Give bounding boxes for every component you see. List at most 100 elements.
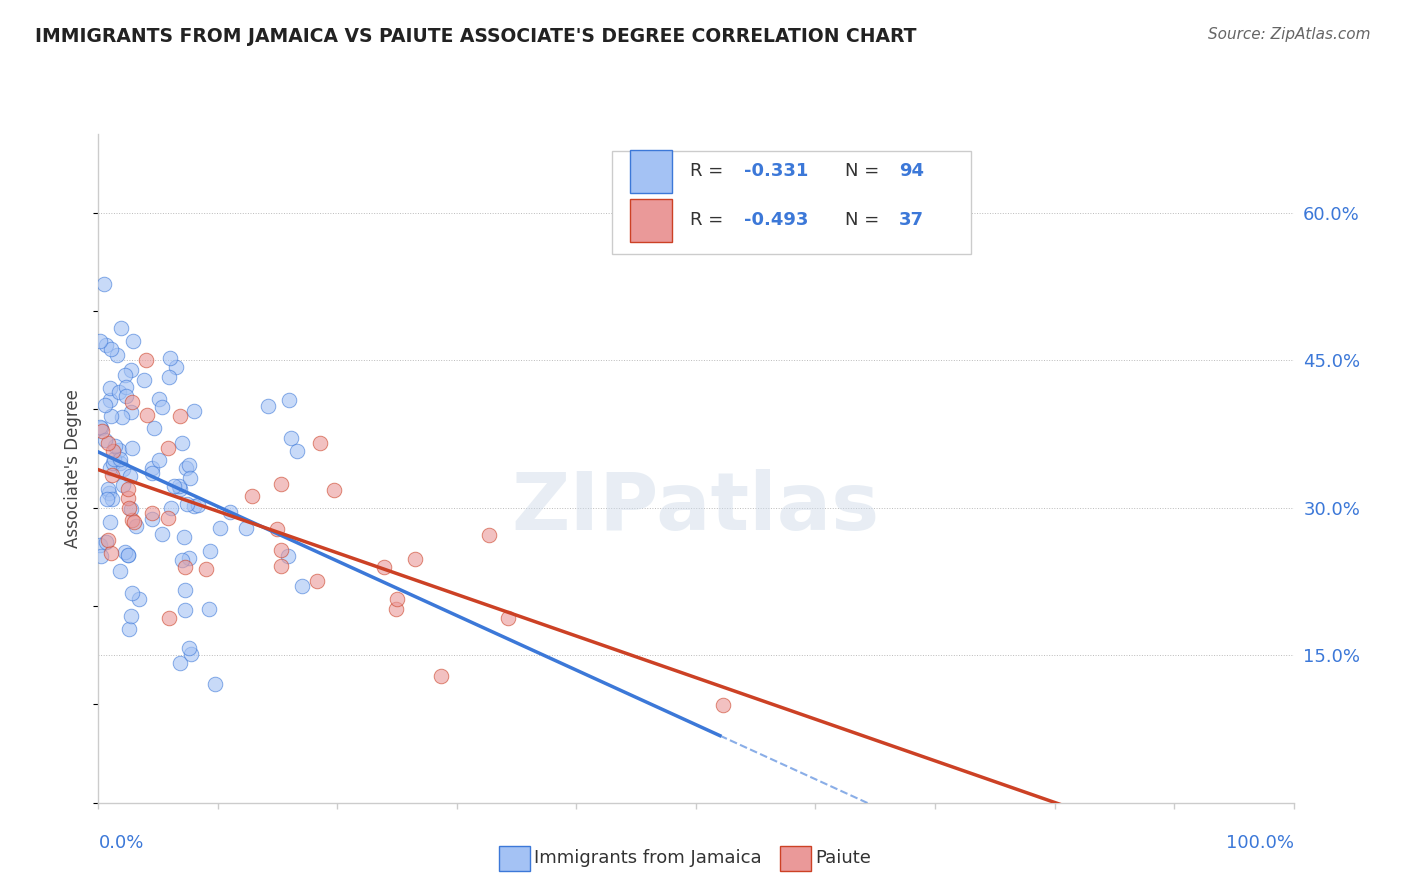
Text: -0.331: -0.331	[744, 162, 808, 180]
Point	[187, 499, 209, 513]
Point	[98, 392, 121, 407]
Point	[157, 611, 180, 625]
Point	[404, 552, 426, 566]
Text: ZIPatlas: ZIPatlas	[512, 469, 880, 548]
Point	[235, 521, 257, 535]
Point	[125, 519, 148, 533]
Point	[169, 482, 191, 496]
Point	[98, 515, 121, 529]
Point	[165, 360, 187, 375]
Point	[111, 462, 134, 476]
Point	[114, 368, 136, 382]
Point	[711, 698, 734, 712]
Point	[141, 512, 163, 526]
Point	[110, 452, 132, 467]
Point	[173, 530, 195, 544]
Point	[285, 444, 308, 458]
Point	[101, 491, 124, 506]
Point	[98, 461, 121, 475]
Point	[128, 592, 150, 607]
Point	[111, 477, 134, 491]
Point	[115, 388, 138, 402]
Point	[110, 320, 132, 334]
Point	[307, 574, 329, 588]
Point	[89, 334, 111, 348]
Point	[195, 562, 218, 576]
Point	[105, 348, 128, 362]
Point	[93, 277, 115, 291]
Point	[100, 342, 122, 356]
Point	[111, 409, 134, 424]
Point	[179, 471, 201, 485]
Point	[141, 466, 163, 480]
Point	[91, 424, 114, 438]
FancyBboxPatch shape	[630, 199, 672, 242]
Point	[373, 560, 395, 574]
Point	[163, 479, 186, 493]
Point	[280, 431, 302, 445]
Point	[159, 370, 181, 384]
Point	[89, 420, 111, 434]
Point	[117, 549, 139, 563]
Point	[204, 677, 226, 691]
Point	[97, 533, 120, 548]
Text: Immigrants from Jamaica: Immigrants from Jamaica	[534, 849, 762, 867]
Text: 0.0%: 0.0%	[98, 834, 143, 852]
Point	[152, 526, 174, 541]
Text: R =: R =	[690, 211, 728, 229]
Point	[291, 579, 314, 593]
Point	[173, 582, 195, 597]
Point	[100, 409, 122, 423]
Point	[270, 477, 292, 491]
Point	[179, 458, 201, 472]
Point	[322, 483, 344, 497]
Point	[96, 535, 118, 549]
Point	[110, 564, 132, 578]
Point	[120, 363, 142, 377]
Point	[148, 392, 170, 406]
Point	[108, 456, 131, 470]
Point	[121, 395, 143, 409]
Point	[120, 468, 142, 483]
Point	[100, 546, 122, 560]
Point	[277, 549, 299, 564]
Point	[117, 482, 139, 496]
Point	[176, 461, 198, 475]
Point	[96, 491, 118, 506]
Point	[278, 392, 301, 407]
FancyBboxPatch shape	[613, 151, 970, 254]
Point	[170, 552, 193, 566]
Point	[118, 500, 141, 515]
Point	[101, 443, 124, 458]
Point	[148, 452, 170, 467]
Text: R =: R =	[690, 162, 728, 180]
Text: -0.493: -0.493	[744, 211, 808, 229]
Point	[478, 528, 501, 542]
Text: Source: ZipAtlas.com: Source: ZipAtlas.com	[1208, 27, 1371, 42]
Point	[159, 501, 181, 516]
Point	[169, 656, 191, 670]
Point	[97, 486, 120, 500]
Point	[157, 510, 180, 524]
Point	[141, 506, 163, 520]
Point	[135, 352, 157, 367]
Point	[117, 491, 139, 505]
Point	[179, 551, 201, 566]
Point	[108, 384, 131, 399]
Point	[385, 591, 408, 606]
Point	[384, 601, 406, 615]
Point	[169, 409, 191, 423]
Y-axis label: Associate's Degree: Associate's Degree	[65, 389, 83, 548]
Point	[122, 334, 145, 348]
Point	[257, 399, 280, 413]
Point	[103, 451, 125, 466]
Point	[132, 373, 155, 387]
Point	[156, 441, 179, 455]
Point	[308, 436, 330, 450]
Point	[121, 513, 143, 527]
Point	[170, 435, 193, 450]
Point	[114, 545, 136, 559]
Point	[218, 505, 240, 519]
Point	[101, 467, 124, 482]
Point	[118, 623, 141, 637]
